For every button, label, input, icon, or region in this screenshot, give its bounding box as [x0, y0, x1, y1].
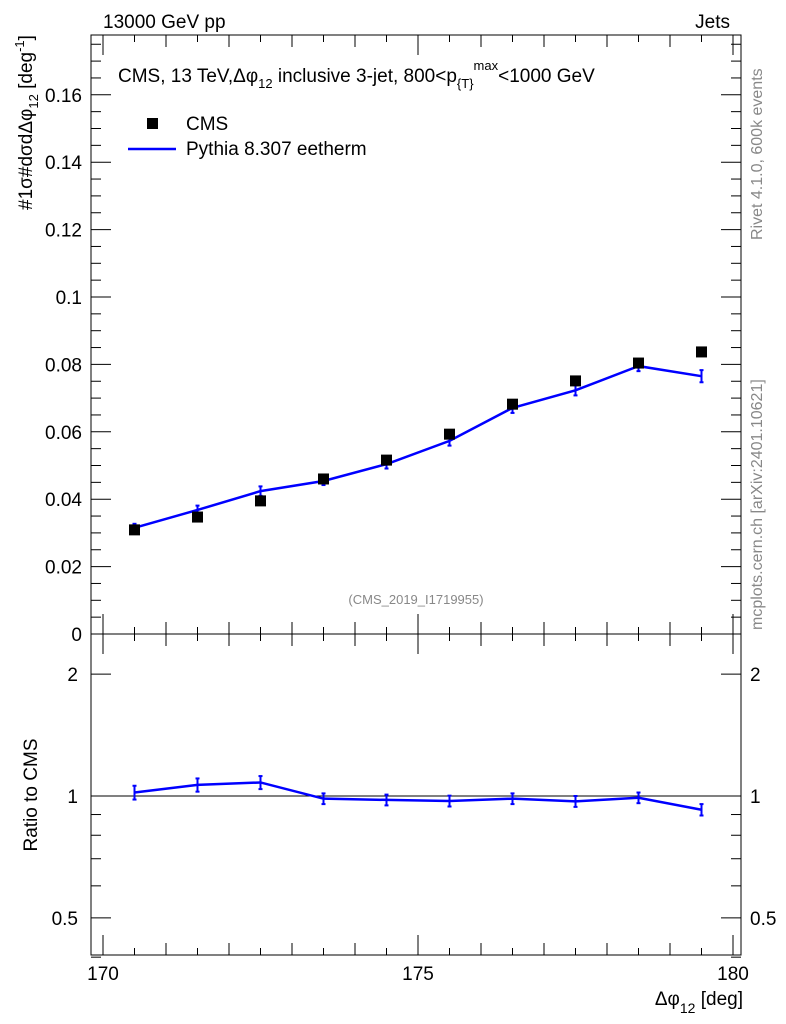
- analysis-watermark: (CMS_2019_I1719955): [348, 592, 483, 607]
- y-tick-label: 0.02: [45, 558, 82, 579]
- y-tick-label: 0: [71, 625, 82, 646]
- rivet-version-label: Rivet 4.1.0, 600k events: [749, 68, 766, 240]
- cms-data-point: [318, 473, 329, 485]
- x-tick-label: 180: [717, 964, 749, 985]
- cms-data-point: [633, 357, 644, 369]
- x-tick-label: 175: [402, 964, 434, 985]
- cms-data-point: [444, 428, 455, 440]
- legend-marker-cms: [147, 118, 158, 129]
- chart-marks: [91, 346, 741, 817]
- cms-data-point: [696, 346, 707, 358]
- header-right: Jets: [695, 12, 730, 33]
- legend: CMS Pythia 8.307 eetherm: [128, 114, 367, 160]
- ratio-line: [134, 781, 702, 811]
- ratio-y-tick-label-right: 0.5: [750, 909, 776, 930]
- cms-data-point: [570, 375, 581, 387]
- y-tick-label: 0.14: [45, 153, 82, 174]
- y-tick-label: 0.12: [45, 221, 82, 242]
- y-tick-label: 0.08: [45, 355, 82, 376]
- y-tick-label: 0.06: [45, 423, 82, 444]
- cms-data-point: [192, 511, 203, 523]
- main-y-axis-label: #1σ#dσdΔφ12 [deg-1]: [12, 35, 41, 210]
- ratio-y-tick-label: 2: [67, 665, 78, 686]
- ratio-y-tick-label: 0.5: [52, 909, 78, 930]
- y-tick-label: 0.1: [56, 288, 82, 309]
- legend-label-pythia: Pythia 8.307 eetherm: [186, 139, 367, 160]
- ratio-y-tick-label: 1: [67, 787, 78, 808]
- y-tick-label: 0.16: [45, 86, 82, 107]
- axis-ticks: 0 0.02 0.04 0.06 0.08 0.1 0.12 0.14 0.16 170 175 18…: [45, 35, 776, 985]
- mcplots-label: mcplots.cern.ch [arXiv:2401.10621]: [749, 379, 766, 630]
- ratio-y-tick-label-right: 1: [750, 787, 761, 808]
- x-axis-label: Δφ12 [deg]: [655, 989, 743, 1016]
- chart-title: CMS, 13 TeV,Δφ12 inclusive 3-jet, 800<p{…: [118, 58, 595, 91]
- ratio-y-tick-label-right: 2: [750, 665, 761, 686]
- y-tick-label: 0.04: [45, 490, 82, 511]
- ratio-panel: [90, 633, 742, 956]
- cms-data-point: [381, 454, 392, 466]
- cms-data-point: [507, 398, 518, 410]
- ratio-y-axis-label: Ratio to CMS: [21, 739, 42, 852]
- cms-data-point: [129, 524, 140, 536]
- header-left: 13000 GeV pp: [103, 12, 226, 33]
- legend-label-cms: CMS: [186, 114, 228, 135]
- x-tick-label: 170: [87, 964, 119, 985]
- cms-data-point: [255, 495, 266, 507]
- pythia-line: [134, 364, 702, 530]
